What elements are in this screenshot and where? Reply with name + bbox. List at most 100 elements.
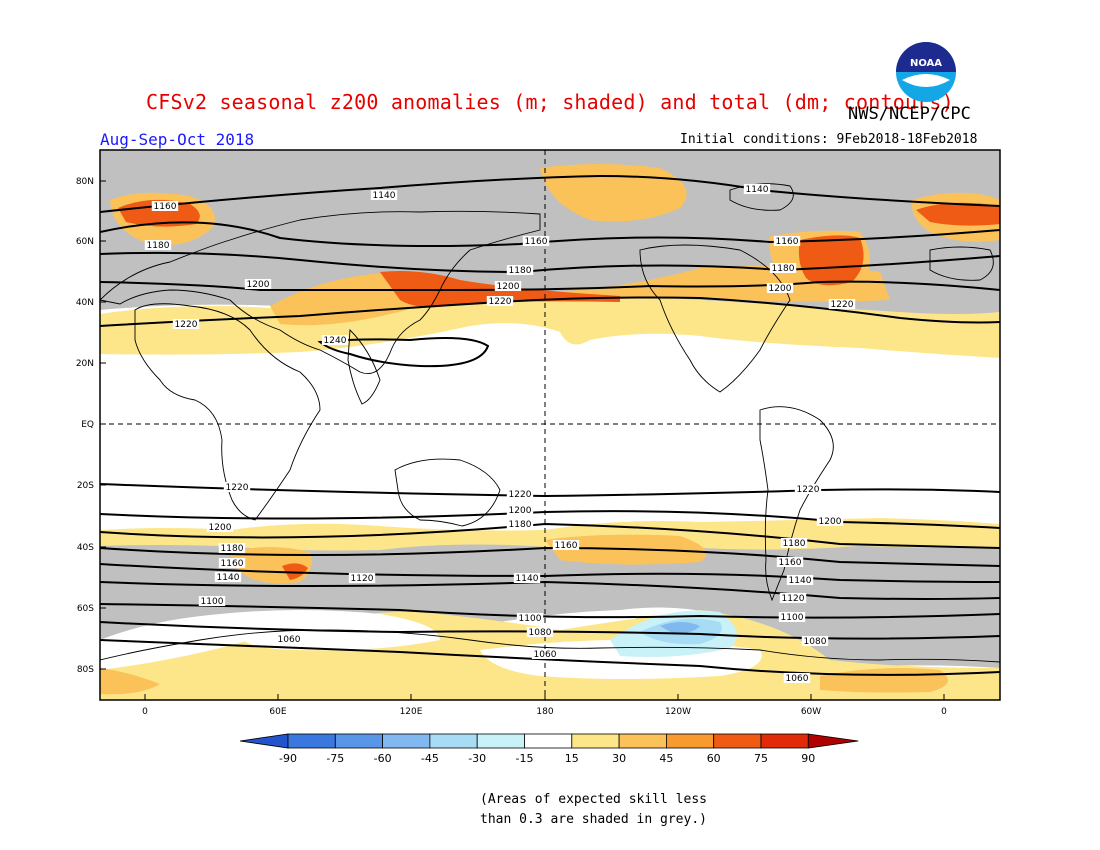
contour-label: 1200 — [769, 284, 792, 294]
contour-label-bg — [370, 190, 398, 200]
contour-label: 1100 — [781, 613, 804, 623]
contour-label: 1180 — [772, 264, 795, 274]
contour-label-bg — [206, 522, 234, 532]
contour-label-bg — [486, 296, 514, 306]
contour-label: 1140 — [789, 576, 812, 586]
colorbar-label: -75 — [326, 752, 344, 765]
contour-label: 1160 — [779, 558, 802, 568]
colorbar-box — [287, 733, 336, 749]
africa-coast — [134, 303, 321, 521]
contour-label-bg — [769, 263, 797, 273]
contour-1160-north — [100, 221, 1000, 247]
contour-label-bg — [779, 593, 807, 603]
lon-label: 60W — [801, 707, 821, 717]
contour-1200-north — [100, 280, 1000, 292]
contour-label: 1180 — [509, 266, 532, 276]
contour-label-bg — [151, 201, 179, 211]
lat-label: EQ — [81, 420, 94, 430]
colorbar-box — [382, 733, 431, 749]
contour-label: 1060 — [278, 635, 301, 645]
contour-label-bg — [828, 299, 856, 309]
contour-label: 1200 — [819, 517, 842, 527]
contour-label-bg — [172, 319, 200, 329]
contour-label: 1200 — [247, 280, 270, 290]
lon-label: 120W — [665, 707, 691, 717]
contour-label: 1220 — [175, 320, 198, 330]
contour-label-bg — [516, 613, 544, 623]
colorbar-label: -15 — [516, 752, 534, 765]
lat-label: 60N — [76, 237, 94, 247]
contour-label: 1060 — [786, 674, 809, 684]
north-america-coast — [639, 244, 791, 393]
contour-label-bg — [778, 612, 806, 622]
contour-label: 1100 — [201, 597, 224, 607]
footnote-line-1: (Areas of expected skill less — [480, 792, 707, 807]
contour-label-bg — [218, 558, 246, 568]
colorbar-label: 60 — [707, 752, 721, 765]
contour-label-bg — [506, 505, 534, 515]
contour-label: 1080 — [529, 628, 552, 638]
contour-label-bg — [198, 596, 226, 606]
contour-label: 1240 — [324, 336, 347, 346]
colorbar-label: -60 — [374, 752, 392, 765]
antarctica-coast — [100, 629, 1000, 663]
colorbar-box — [571, 733, 620, 749]
contour-label-bg — [743, 184, 771, 194]
contour-label: 1160 — [525, 237, 548, 247]
contour-label: 1160 — [776, 237, 799, 247]
contour-label-bg — [794, 484, 822, 494]
contour-label: 1160 — [221, 559, 244, 569]
contour-1140-north — [100, 174, 1000, 213]
colorbar-labels: -90 -75 -60 -45 -30 -15 15 30 45 60 75 90 — [279, 752, 815, 765]
contour-1140-south — [100, 563, 1000, 583]
contour-label-bg — [144, 240, 172, 250]
contour-label: 1220 — [831, 300, 854, 310]
contour-label-bg — [223, 482, 251, 492]
contour-1100-south — [100, 603, 1000, 619]
lat-label: 80N — [76, 177, 94, 187]
colorbar-box — [666, 733, 715, 749]
initial-conditions: Initial conditions: 9Feb2018-18Feb2018 — [680, 132, 978, 147]
contour-label-bg — [506, 489, 534, 499]
contour-label-bg — [513, 573, 541, 583]
contour-label-bg — [348, 573, 376, 583]
contour-label: 1200 — [497, 282, 520, 292]
colorbar-box — [429, 733, 478, 749]
colorbar-label: 30 — [612, 752, 626, 765]
lat-label: 40S — [77, 543, 94, 553]
india-coast — [347, 328, 381, 405]
colorbar-label: -45 — [421, 752, 439, 765]
contour-label: 1060 — [534, 650, 557, 660]
contour-label-bg — [786, 575, 814, 585]
contour-label-bg — [275, 634, 303, 644]
lat-label: 40N — [76, 298, 94, 308]
lat-label: 80S — [77, 665, 94, 675]
contour-label-bg — [783, 673, 811, 683]
contour-label: 1200 — [509, 506, 532, 516]
contour-1200-south — [100, 510, 1000, 529]
colorbar-arrow-left — [239, 733, 289, 749]
contour-label: 1140 — [746, 185, 769, 195]
orange-patch-siberia — [540, 164, 687, 222]
contour-label-bg — [780, 538, 808, 548]
contour-label: 1200 — [209, 523, 232, 533]
contour-label: 1180 — [783, 539, 806, 549]
contour-label: 1160 — [154, 202, 177, 212]
contour-label-bg — [552, 540, 580, 550]
chart-title: CFSv2 seasonal z200 anomalies (m; shaded… — [146, 90, 954, 114]
contour-label: 1080 — [804, 637, 827, 647]
contour-label: 1180 — [221, 544, 244, 554]
colorbar-box — [334, 733, 383, 749]
contour-label: 1180 — [147, 241, 170, 251]
contour-label: 1100 — [519, 614, 542, 624]
contour-label-bg — [494, 281, 522, 291]
contour-label-bg — [816, 516, 844, 526]
contour-label-bg — [244, 279, 272, 289]
contour-label: 1220 — [509, 490, 532, 500]
yellow-band-south — [100, 518, 1000, 554]
contour-label: 1220 — [489, 297, 512, 307]
colorbar-box — [760, 733, 809, 749]
lat-label: 60S — [77, 604, 94, 614]
red-patch-europe-east — [916, 202, 1000, 226]
